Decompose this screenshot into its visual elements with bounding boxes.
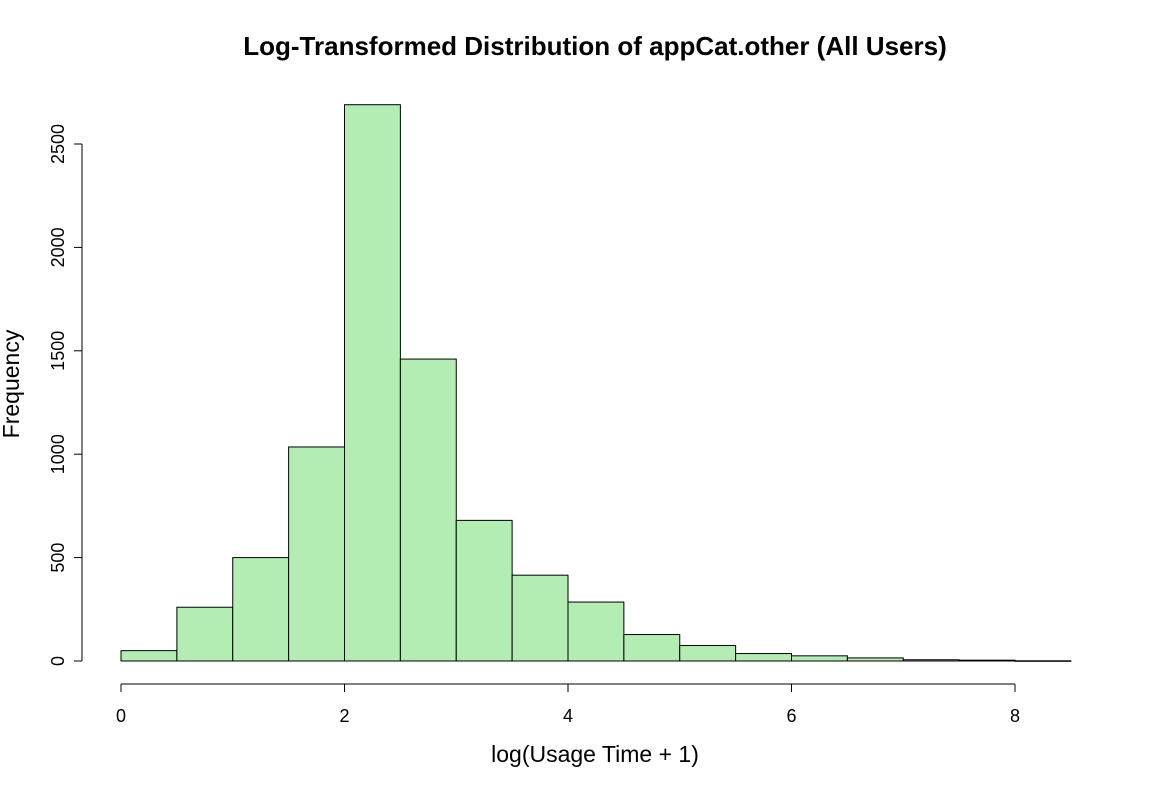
x-tick-label-3: 6 (786, 706, 796, 726)
histogram-bar-5 (399, 358, 457, 662)
histogram-bar-7 (511, 574, 569, 662)
y-tick-label-5: 2500 (48, 124, 68, 164)
histogram-bar-3 (288, 446, 345, 662)
y-tick-label-4: 2000 (48, 227, 68, 267)
chart-title: Log-Transformed Distribution of appCat.o… (243, 31, 946, 61)
x-axis-label: log(Usage Time + 1) (491, 741, 699, 767)
histogram-bar-16 (1014, 660, 1072, 662)
histogram-bar-15 (958, 659, 1016, 662)
histogram-bar-4 (344, 104, 401, 662)
histogram-bar-2 (232, 557, 290, 662)
histogram-bar-8 (567, 601, 625, 662)
histogram-bar-10 (679, 644, 737, 662)
y-tick-label-0: 0 (48, 656, 68, 666)
y-tick-label-1: 500 (48, 543, 68, 573)
y-axis: 0 500 1000 1500 2000 2500 (48, 124, 83, 666)
histogram-bar-14 (902, 659, 960, 662)
x-axis: 0 2 4 6 8 (116, 683, 1020, 726)
y-tick-label-3: 1500 (48, 331, 68, 371)
y-tick-label-2: 1000 (48, 434, 68, 474)
bars-group (120, 104, 1072, 662)
histogram-bar-1 (176, 606, 234, 662)
histogram-bar-0 (120, 650, 178, 662)
x-tick-label-4: 8 (1010, 706, 1020, 726)
y-axis-label: Frequency (0, 329, 24, 438)
histogram-bar-13 (846, 657, 904, 662)
histogram-bar-12 (791, 655, 848, 662)
histogram-bar-11 (735, 653, 792, 662)
histogram-bar-9 (623, 634, 681, 662)
x-tick-label-1: 2 (339, 706, 349, 726)
x-tick-label-0: 0 (116, 706, 126, 726)
x-tick-label-2: 4 (563, 706, 573, 726)
histogram-bar-6 (455, 519, 513, 662)
